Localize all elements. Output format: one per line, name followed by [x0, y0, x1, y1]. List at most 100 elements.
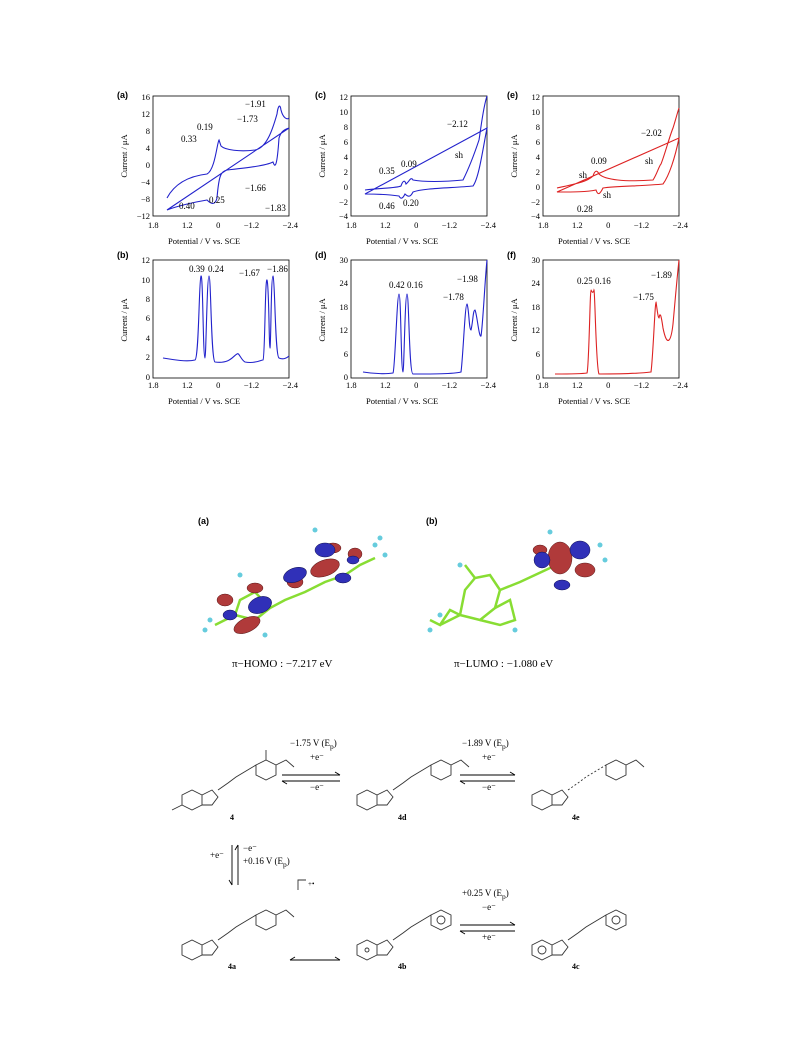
- svg-text:0.33: 0.33: [181, 134, 197, 144]
- compound-4b-label: 4b: [398, 962, 407, 971]
- panel-d-annotations: 0.42 0.16 −1.98 −1.78: [389, 274, 478, 302]
- svg-text:sh: sh: [579, 170, 588, 180]
- step3-potential: +0.16 V (Ep): [243, 856, 290, 869]
- svg-text:sh: sh: [455, 150, 464, 160]
- step3-left: +e⁻: [210, 850, 224, 860]
- svg-text:0.46: 0.46: [379, 201, 395, 211]
- svg-text:−1.75: −1.75: [633, 292, 654, 302]
- panel-f-xaxis: 1.8 1.2 0 −1.2 −2.4: [538, 380, 688, 390]
- panel-e-yticks: 12 10 8 6 4 2 0 −2 −4: [531, 92, 541, 221]
- homo-orbital-image: [202, 527, 388, 638]
- svg-text:24: 24: [532, 278, 541, 288]
- svg-text:4: 4: [146, 143, 151, 153]
- panel-f-yticks: 30 24 18 12 6 0: [532, 255, 541, 382]
- svg-text:0.09: 0.09: [591, 156, 607, 166]
- lumo-orbital-image: [427, 529, 608, 633]
- svg-text:4: 4: [146, 333, 151, 343]
- molecule-4a: [181, 879, 306, 961]
- svg-text:6: 6: [536, 137, 540, 147]
- svg-text:−4: −4: [339, 211, 349, 221]
- panel-c-cv: (c) 12 10 8 6 4 2 0 −2 −4 0.35 0.09 0.46…: [315, 90, 488, 221]
- compound-4d-label: 4d: [398, 813, 407, 822]
- svg-text:−4: −4: [141, 177, 151, 187]
- panel-a-ylabel: Current / μA: [119, 134, 129, 178]
- svg-text:18: 18: [532, 302, 541, 312]
- panel-d-xlabel: Potential / V vs. SCE: [366, 396, 439, 406]
- panel-f-dpv: (f) 30 24 18 12 6 0 0.25 0.16 −1.89 −1.7…: [507, 250, 680, 382]
- svg-text:sh: sh: [603, 190, 612, 200]
- panel-b-label: (b): [117, 250, 129, 260]
- svg-text:0.28: 0.28: [577, 204, 593, 214]
- panel-e-annotations: 0.09 sh sh 0.28 −2.02 sh: [577, 128, 662, 214]
- panel-e-label: (e): [507, 90, 518, 100]
- panel-a-xaxis: 1.8 1.2 0 −1.2 −2.4: [148, 220, 298, 230]
- homo-caption: π−HOMO : −7.217 eV: [232, 658, 333, 670]
- panel-a-curve: [166, 105, 290, 211]
- svg-text:2: 2: [146, 352, 150, 362]
- compound-4-label: 4: [230, 813, 234, 822]
- panel-c-xlabel: Potential / V vs. SCE: [366, 236, 439, 246]
- svg-text:24: 24: [340, 278, 349, 288]
- compound-4c-label: 4c: [572, 962, 580, 971]
- molecule-4b: [356, 909, 452, 961]
- panel-c-ylabel: Current / μA: [317, 134, 327, 178]
- panel-e-xaxis: 1.8 1.2 0 −1.2 −2.4: [538, 220, 688, 230]
- svg-text:−1.67: −1.67: [239, 268, 260, 278]
- step4-forward: −e⁻: [482, 902, 496, 912]
- panel-d-curve: [362, 259, 488, 375]
- panel-f-label: (f): [507, 250, 516, 260]
- panel-f-curve: [554, 259, 680, 375]
- step1-back: −e⁻: [310, 782, 324, 792]
- svg-text:−1.83: −1.83: [265, 203, 286, 213]
- compound-4a-label: 4a: [228, 962, 236, 971]
- svg-text:0.09: 0.09: [401, 159, 417, 169]
- svg-text:10: 10: [532, 107, 541, 117]
- panel-c-label: (c): [315, 90, 326, 100]
- panel-b-yticks: 12 10 8 6 4 2 0: [142, 255, 151, 382]
- molecule-4c: [531, 909, 627, 961]
- svg-text:12: 12: [142, 109, 151, 119]
- svg-text:0.16: 0.16: [407, 280, 423, 290]
- step2-potential: −1.89 V (Ep): [462, 738, 509, 751]
- svg-text:0: 0: [344, 182, 348, 192]
- svg-text:30: 30: [532, 255, 541, 265]
- molecule-4d: [356, 759, 470, 811]
- svg-text:−1.91: −1.91: [245, 99, 266, 109]
- svg-text:0.40: 0.40: [179, 201, 195, 211]
- svg-text:0.39: 0.39: [189, 264, 205, 274]
- panel-d-yticks: 30 24 18 12 6 0: [340, 255, 349, 382]
- svg-text:sh: sh: [645, 156, 654, 166]
- svg-text:0: 0: [146, 372, 150, 382]
- step1-forward: +e⁻: [310, 752, 324, 762]
- svg-text:−2.02: −2.02: [641, 128, 662, 138]
- step4-back: +e⁻: [482, 932, 496, 942]
- svg-text:10: 10: [142, 275, 151, 285]
- panel-f-xlabel: Potential / V vs. SCE: [558, 396, 631, 406]
- compound-4e-label: 4e: [572, 813, 580, 822]
- svg-text:6: 6: [146, 313, 150, 323]
- svg-text:−4: −4: [531, 211, 541, 221]
- panel-a-label: (a): [117, 90, 128, 100]
- svg-text:0: 0: [344, 372, 348, 382]
- panel-b-dpv: (b) 12 10 8 6 4 2 0 0.39 0.24 −1.67 −1.8…: [117, 250, 290, 382]
- step2-forward: +e⁻: [482, 752, 496, 762]
- molecule-4: [171, 750, 295, 811]
- svg-text:−1.66: −1.66: [245, 183, 266, 193]
- panel-c-xaxis: 1.8 1.2 0 −1.2 −2.4: [346, 220, 496, 230]
- step1-potential: −1.75 V (Ep): [290, 738, 337, 751]
- svg-text:−2.12: −2.12: [447, 119, 468, 129]
- svg-text:0.20: 0.20: [403, 198, 419, 208]
- svg-text:6: 6: [344, 349, 348, 359]
- svg-text:8: 8: [344, 122, 348, 132]
- svg-text:16: 16: [142, 92, 151, 102]
- svg-text:6: 6: [536, 349, 540, 359]
- svg-text:8: 8: [146, 294, 150, 304]
- svg-text:−1.98: −1.98: [457, 274, 478, 284]
- panel-e-ylabel: Current / μA: [509, 134, 519, 178]
- panel-d-xaxis: 1.8 1.2 0 −1.2 −2.4: [346, 380, 496, 390]
- panel-e-cv: (e) 12 10 8 6 4 2 0 −2 −4 0.09 sh sh 0.2…: [507, 90, 680, 221]
- panel-b-ylabel: Current / μA: [119, 298, 129, 342]
- svg-text:12: 12: [340, 325, 349, 335]
- radical-cation-mark: +•: [308, 880, 315, 888]
- svg-text:12: 12: [532, 92, 541, 102]
